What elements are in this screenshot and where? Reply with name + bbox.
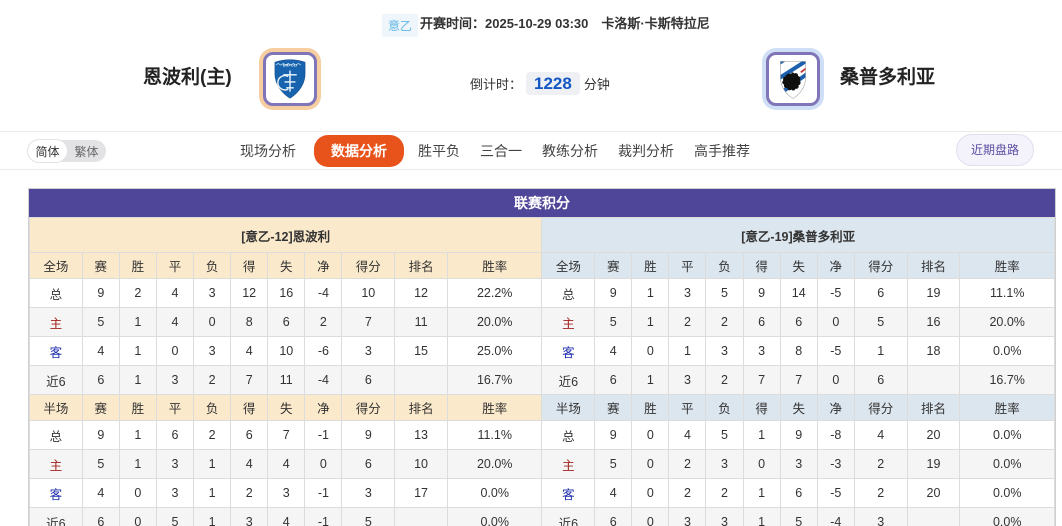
svg-text:EMPOLI: EMPOLI [283, 63, 297, 67]
